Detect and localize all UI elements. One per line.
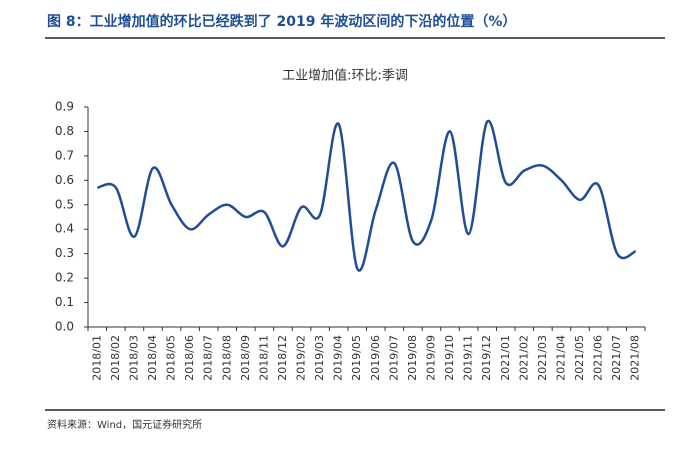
x-tick-label: 2018/05: [165, 335, 178, 381]
x-tick-label: 2018/11: [257, 335, 270, 381]
x-tick-label: 2018/12: [276, 335, 289, 381]
y-tick-label: 0.0: [55, 320, 74, 334]
x-tick-label: 2021/04: [554, 335, 567, 381]
y-tick-label: 0.3: [55, 246, 74, 260]
x-tick-label: 2021/01: [499, 335, 512, 381]
x-tick-label: 2018/02: [109, 335, 122, 381]
y-tick-label: 0.9: [55, 100, 74, 114]
x-tick-label: 2021/03: [536, 335, 549, 381]
x-tick-label: 2019/07: [387, 335, 400, 381]
x-tick-label: 2021/02: [517, 335, 530, 381]
x-tick-label: 2021/05: [573, 335, 586, 381]
y-tick-label: 0.5: [55, 197, 74, 211]
x-tick-label: 2019/10: [443, 335, 456, 381]
x-tick-label: 2021/06: [592, 335, 605, 381]
x-tick-label: 2019/06: [369, 335, 382, 381]
y-tick-label: 0.4: [55, 222, 74, 236]
page-title: 图 8：工业增加值的环比已经跌到了 2019 年波动区间的下沿的位置（%）: [47, 13, 516, 30]
x-tick-label: 2018/01: [90, 335, 103, 381]
x-tick-label: 2019/02: [295, 335, 308, 381]
y-tick-label: 0.1: [55, 295, 74, 309]
x-tick-label: 2018/09: [239, 335, 252, 381]
y-tick-label: 0.8: [55, 124, 74, 138]
x-tick-label: 2019/09: [424, 335, 437, 381]
x-tick-label: 2019/12: [480, 335, 493, 381]
x-tick-label: 2019/05: [350, 335, 363, 381]
line-series: [97, 119, 637, 272]
x-tick-label: 2018/06: [183, 335, 196, 381]
y-tick-label: 0.7: [55, 148, 74, 162]
source: 资料来源：Wind，国元证券研究所: [47, 418, 202, 431]
y-tick-label: 0.2: [55, 271, 74, 285]
x-tick-label: 2019/03: [313, 335, 326, 381]
chart-title: 工业增加值:环比:季调: [282, 68, 408, 84]
x-tick-label: 2018/04: [146, 335, 159, 381]
x-tick-label: 2019/08: [406, 335, 419, 381]
x-tick-label: 2019/11: [462, 335, 475, 381]
x-tick-label: 2019/04: [332, 335, 345, 381]
x-tick-label: 2018/07: [202, 335, 215, 381]
x-tick-label: 2021/08: [629, 335, 642, 381]
x-tick-label: 2018/03: [127, 335, 140, 381]
y-tick-label: 0.6: [55, 173, 74, 187]
x-tick-label: 2021/07: [610, 335, 623, 381]
x-tick-label: 2018/08: [220, 335, 233, 381]
